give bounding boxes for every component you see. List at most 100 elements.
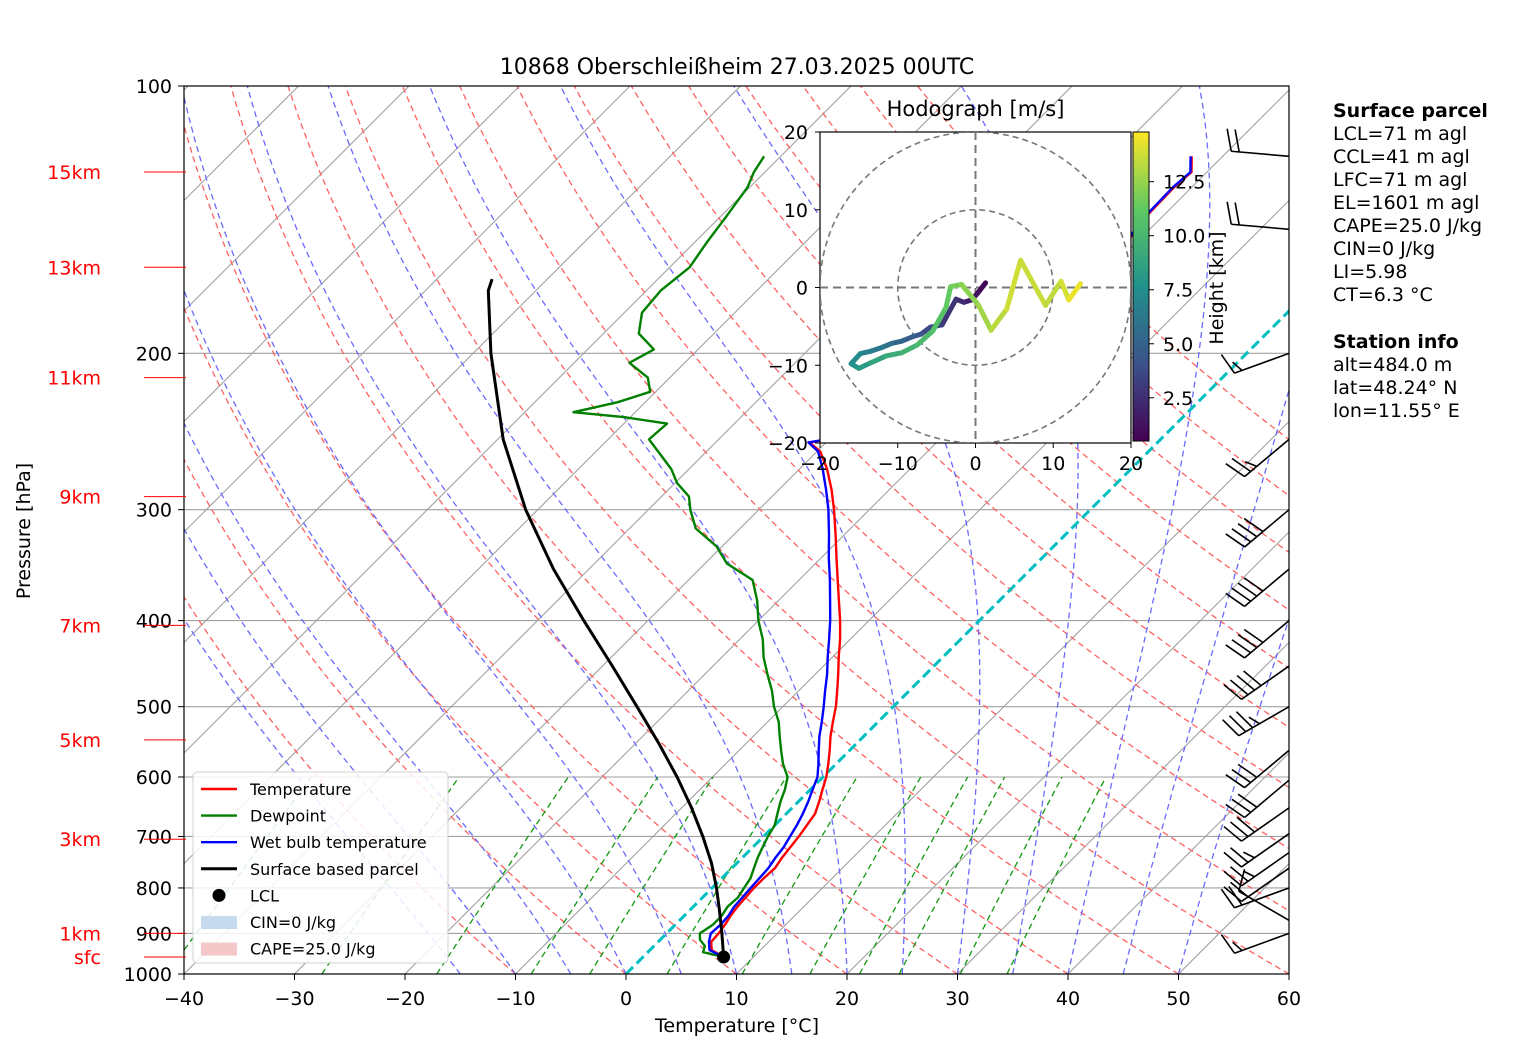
wind-barb-staff bbox=[1238, 705, 1290, 737]
surface-line: LI=5.98 bbox=[1333, 261, 1408, 283]
station-line: lon=11.55° E bbox=[1333, 400, 1460, 422]
surface-line: EL=1601 m agl bbox=[1333, 192, 1480, 214]
x-tick-label: 0 bbox=[620, 988, 632, 1010]
surface-line: LCL=71 m agl bbox=[1333, 123, 1468, 145]
hodograph-segment bbox=[939, 296, 959, 328]
wind-barb bbox=[1220, 352, 1290, 374]
height-label: 5km bbox=[59, 730, 101, 752]
wind-barb-flag bbox=[1232, 361, 1243, 372]
legend-label: Dewpoint bbox=[250, 807, 326, 826]
wind-barb bbox=[1223, 665, 1290, 700]
wind-barb bbox=[1225, 779, 1290, 819]
x-tick-label: −10 bbox=[495, 988, 535, 1010]
wind-barb-staff bbox=[1244, 438, 1290, 478]
wind-barb bbox=[1223, 867, 1290, 903]
wind-barb-flag bbox=[1225, 803, 1246, 819]
height-label: 15km bbox=[47, 162, 101, 184]
wind-barb-flag bbox=[1237, 869, 1246, 892]
dry-adiabat-line bbox=[287, 86, 1069, 974]
wind-barb-staff bbox=[1241, 851, 1290, 887]
wind-barb-flag bbox=[1223, 870, 1243, 887]
station-line: alt=484.0 m bbox=[1333, 354, 1453, 376]
height-label: 9km bbox=[59, 487, 101, 509]
wind-barb-flag bbox=[1220, 934, 1236, 954]
hodograph-ring bbox=[896, 208, 1055, 367]
wind-barb-flag bbox=[1229, 821, 1249, 838]
chart-title: 10868 Oberschleißheim 27.03.2025 00UTC bbox=[500, 55, 975, 80]
parcel-line bbox=[486, 278, 726, 958]
wind-barb bbox=[1223, 833, 1290, 868]
isotherm-line bbox=[956, 641, 1289, 974]
moist-adiabat-line bbox=[559, 86, 906, 974]
wind-barb-flag bbox=[1220, 888, 1236, 909]
wind-barb-flag bbox=[1248, 716, 1260, 725]
wind-barbs bbox=[1220, 128, 1290, 954]
wind-barb-flag bbox=[1236, 674, 1256, 691]
wind-barb bbox=[1220, 932, 1290, 954]
y-tick-label: 500 bbox=[136, 697, 172, 719]
hodograph-segment bbox=[1018, 257, 1048, 308]
x-tick-label: −20 bbox=[385, 988, 425, 1010]
station-info-header: Station info bbox=[1333, 331, 1459, 353]
hodograph-y-tick-label: −10 bbox=[768, 355, 808, 377]
hodograph-x-tick-label: 0 bbox=[969, 453, 981, 475]
x-tick-label: −40 bbox=[164, 988, 204, 1010]
y-tick-label: 200 bbox=[136, 343, 172, 365]
height-label: 1km bbox=[59, 923, 101, 945]
isotherm-line bbox=[514, 199, 1289, 974]
wind-barb-flag bbox=[1237, 793, 1258, 808]
wind-barb bbox=[1226, 128, 1290, 158]
y-tick-label: 100 bbox=[136, 76, 172, 98]
x-tick-label: 10 bbox=[724, 988, 748, 1010]
hodograph-segment bbox=[899, 342, 920, 356]
wind-barb bbox=[1226, 201, 1290, 231]
wind-barb bbox=[1225, 568, 1290, 608]
wind-barb-staff bbox=[1244, 749, 1290, 789]
wind-barb bbox=[1225, 509, 1290, 548]
wind-barb-flag bbox=[1237, 582, 1258, 597]
dry-adiabat-line bbox=[184, 458, 627, 974]
colorbar-tick-label: 5.0 bbox=[1163, 334, 1193, 356]
moist-adiabat-line bbox=[184, 527, 517, 974]
y-tick-label: 400 bbox=[136, 611, 172, 633]
colorbar bbox=[1132, 131, 1150, 442]
hodograph-segment bbox=[976, 302, 994, 333]
colorbar-tick-label: 2.5 bbox=[1163, 388, 1193, 410]
wind-barb-flag bbox=[1225, 644, 1246, 659]
station-line: lat=48.24° N bbox=[1333, 377, 1458, 399]
wind-barb-flag bbox=[1229, 881, 1249, 898]
wind-barb bbox=[1222, 705, 1290, 737]
moist-adiabat-line bbox=[184, 421, 572, 974]
wind-barb-staff bbox=[1231, 223, 1290, 231]
isotherm-line bbox=[184, 86, 742, 644]
wind-barb-flag bbox=[1243, 517, 1264, 533]
moist-adiabat-line bbox=[1122, 387, 1289, 974]
mixing-ratio-line bbox=[589, 776, 714, 974]
hodograph-title: Hodograph [m/s] bbox=[887, 97, 1065, 121]
wind-barb-flag bbox=[1232, 941, 1243, 952]
wind-barb-staff bbox=[1241, 867, 1290, 903]
moist-adiabat-line bbox=[1177, 617, 1289, 974]
wind-barb-flag bbox=[1243, 577, 1264, 592]
x-tick-label: 60 bbox=[1277, 988, 1301, 1010]
moist-adiabat-line bbox=[327, 86, 793, 974]
legend-swatch bbox=[201, 916, 237, 929]
legend-label: Surface based parcel bbox=[250, 860, 419, 879]
wind-barb-staff bbox=[1244, 509, 1290, 548]
wind-barb-flag bbox=[1220, 354, 1236, 374]
legend-label: CAPE=25.0 J/kg bbox=[250, 940, 376, 959]
mixing-ratio-line bbox=[530, 776, 659, 974]
wind-barb-flag bbox=[1229, 847, 1249, 863]
isotherm-line bbox=[1067, 752, 1289, 974]
wind-barb-flag bbox=[1226, 128, 1233, 152]
wind-barb bbox=[1225, 749, 1290, 789]
height-label: 11km bbox=[47, 368, 101, 390]
wind-barb-flag bbox=[1237, 523, 1258, 538]
colorbar-tick-label: 7.5 bbox=[1163, 280, 1193, 302]
hodograph-x-tick-label: 10 bbox=[1041, 453, 1065, 475]
hodograph-segment bbox=[1058, 278, 1072, 303]
height-label: 13km bbox=[47, 257, 101, 279]
dry-adiabat-line bbox=[859, 86, 1289, 497]
moist-adiabat-line bbox=[428, 86, 848, 974]
mixing-ratio-line bbox=[436, 776, 569, 974]
